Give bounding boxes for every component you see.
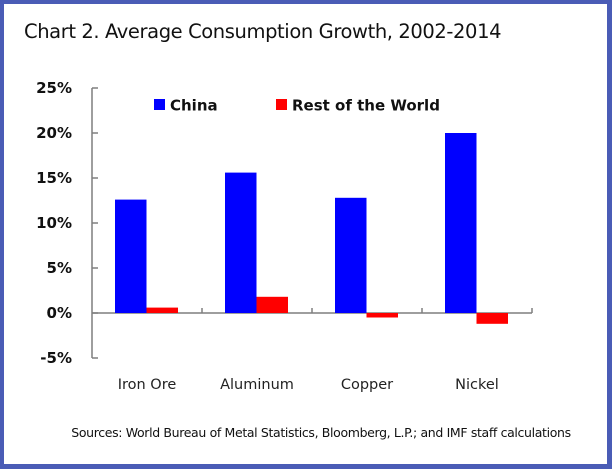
bar-rest-of-the-world — [366, 313, 398, 318]
bar-china — [225, 172, 257, 313]
x-tick-label: Nickel — [455, 377, 499, 393]
y-tick-label: 0% — [47, 304, 72, 322]
x-tick-label: Iron Ore — [118, 377, 177, 393]
y-axis: -5% 0% 5% 10% 15% 20% 25% — [36, 79, 98, 367]
x-tick-label: Copper — [341, 377, 393, 393]
y-tick-label: 20% — [36, 124, 72, 142]
y-tick-label: 5% — [47, 259, 72, 277]
legend-swatch — [154, 99, 165, 110]
bar-rest-of-the-world — [476, 313, 508, 324]
x-tick-label: Aluminum — [220, 377, 294, 393]
x-axis: Iron Ore Aluminum Copper Nickel — [92, 308, 533, 393]
chart-title: Chart 2. Average Consumption Growth, 200… — [24, 20, 502, 43]
legend-label: Rest of the World — [292, 97, 440, 115]
legend-swatch — [276, 99, 287, 110]
legend-label: China — [170, 97, 218, 115]
y-tick-label: 15% — [36, 169, 72, 187]
bar-china — [115, 199, 147, 313]
y-tick-label: 10% — [36, 214, 72, 232]
bar-china — [335, 197, 367, 313]
bar-rest-of-the-world — [256, 296, 288, 313]
bar-china — [445, 133, 477, 313]
bars — [115, 133, 508, 324]
y-tick-label: -5% — [40, 349, 72, 367]
source-note: Sources: World Bureau of Metal Statistic… — [71, 425, 571, 440]
y-tick-label: 25% — [36, 79, 72, 97]
bar-rest-of-the-world — [146, 307, 178, 313]
legend: China Rest of the World — [154, 97, 440, 115]
